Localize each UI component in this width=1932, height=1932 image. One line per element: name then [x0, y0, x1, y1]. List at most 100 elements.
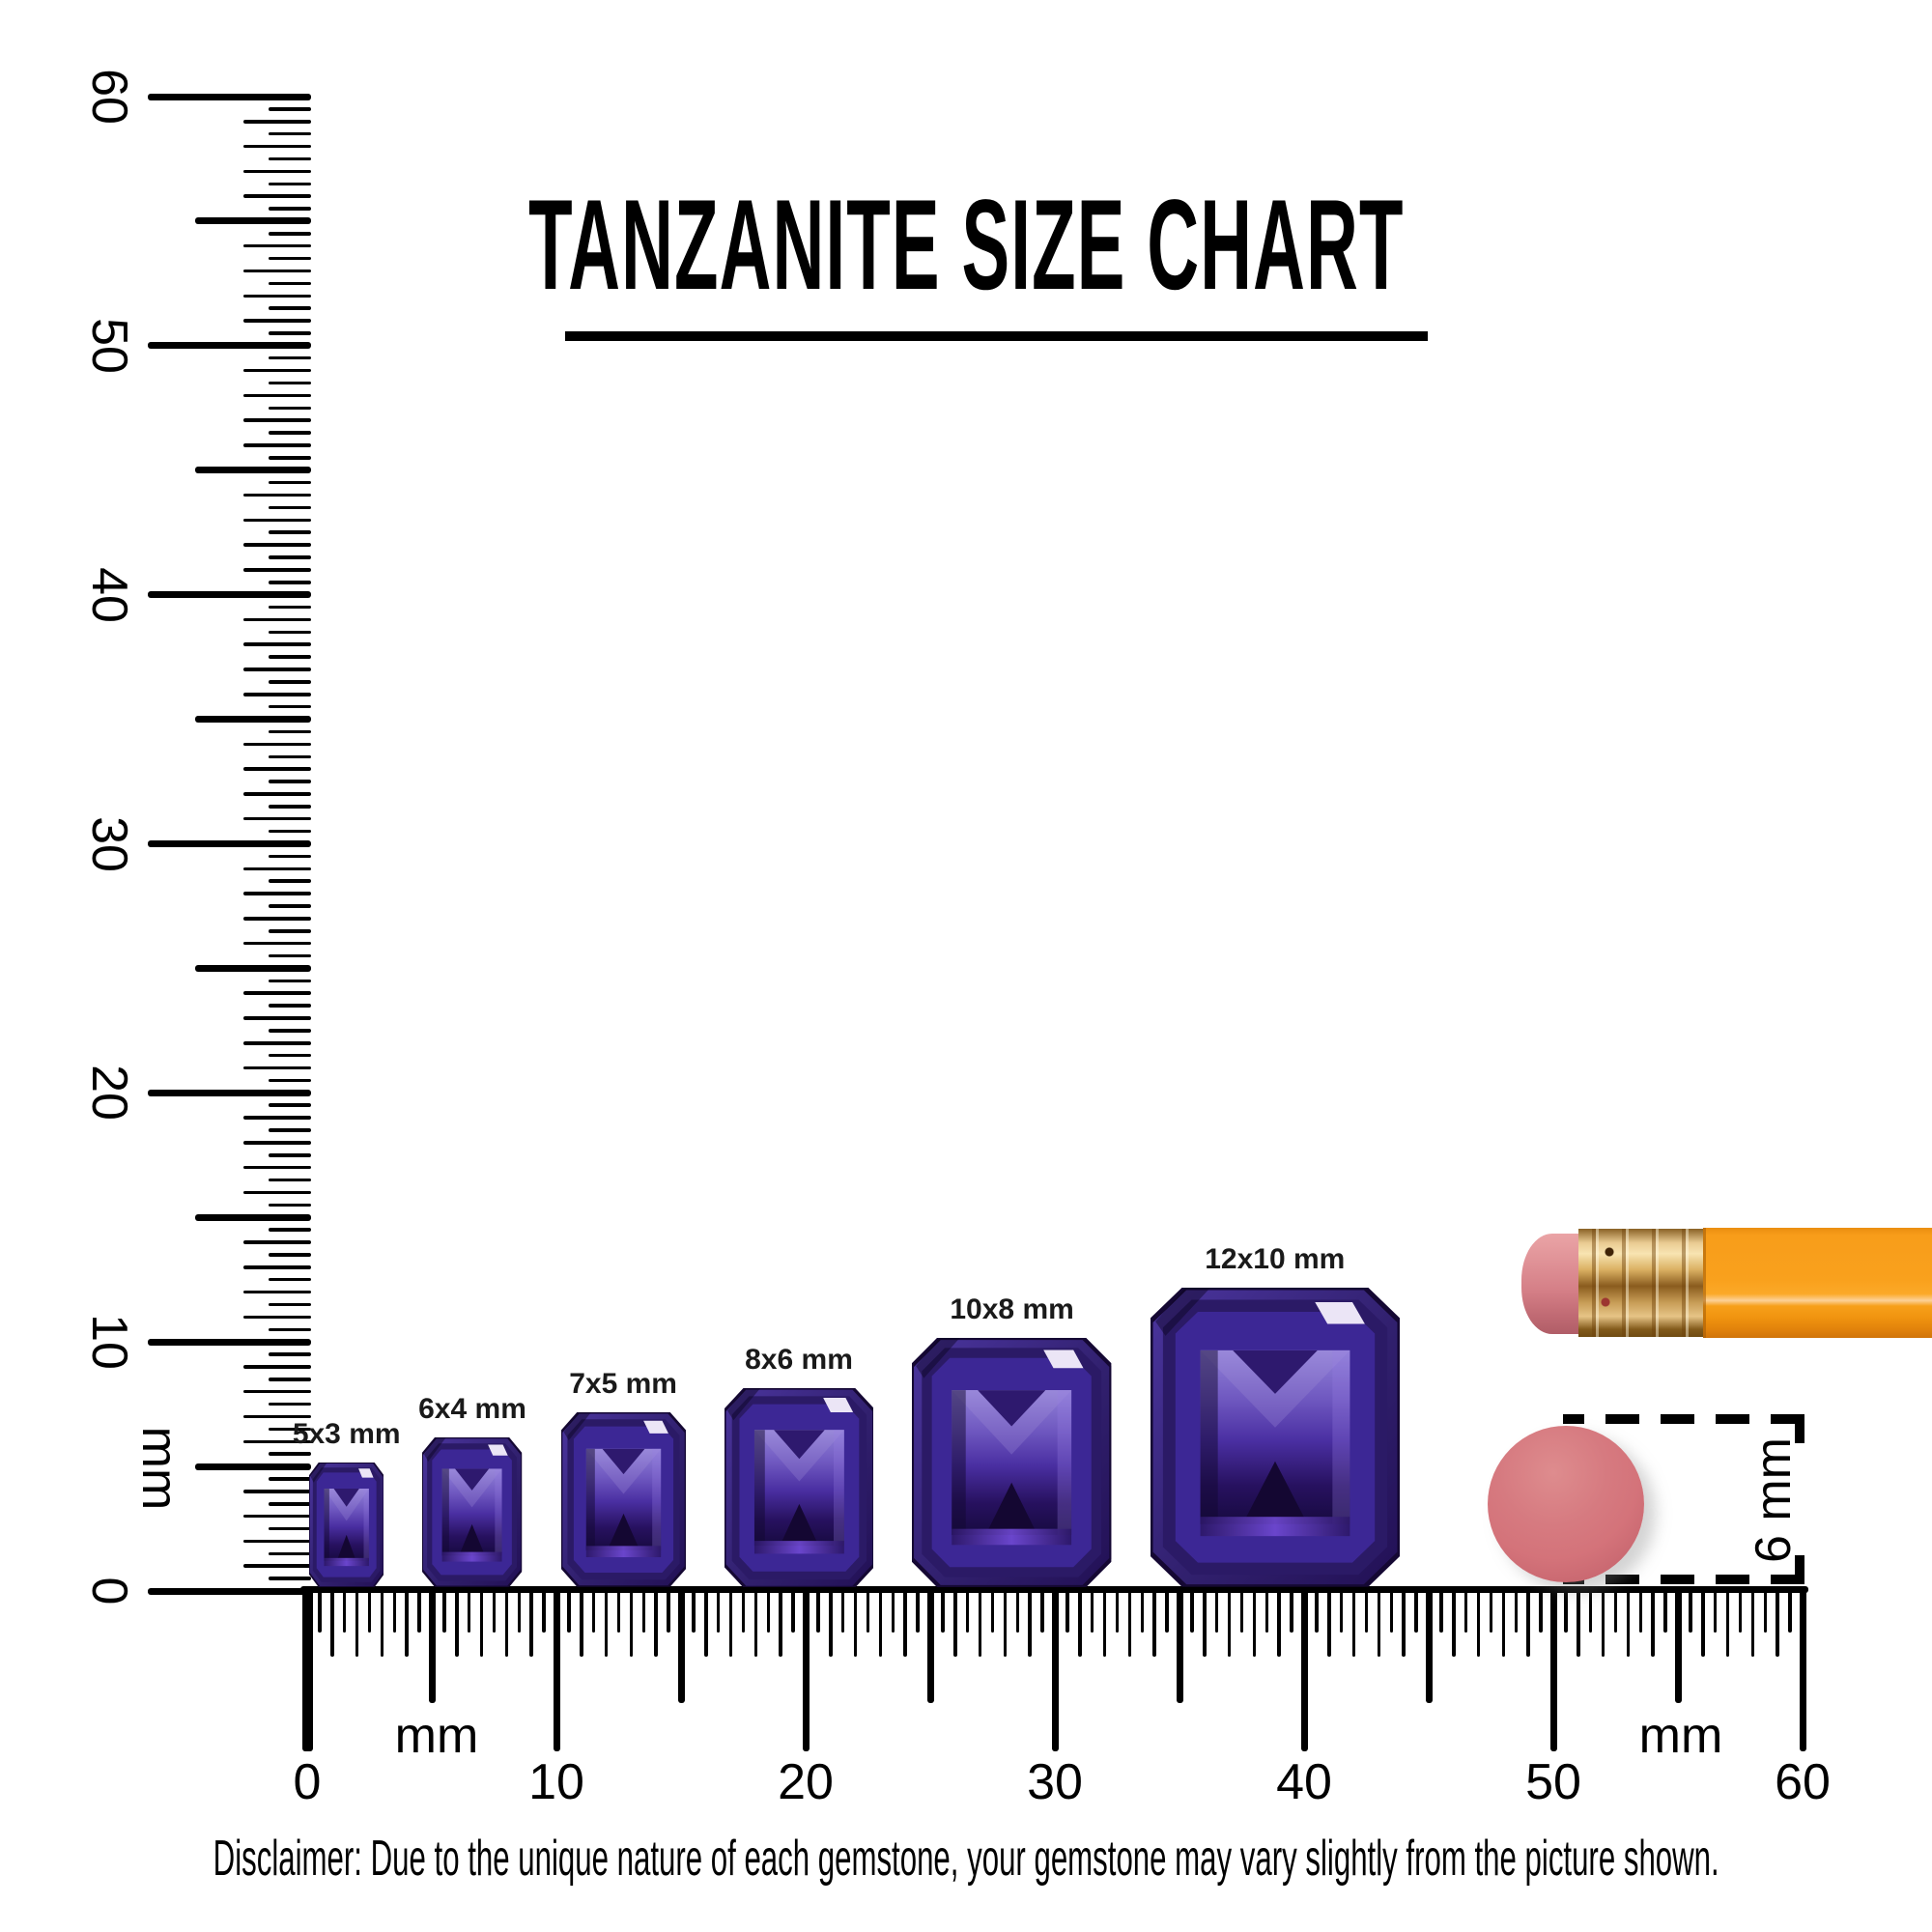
ruler-tick — [428, 1587, 436, 1703]
ruler-tick — [1564, 1587, 1568, 1633]
ruler-number: 30 — [81, 815, 137, 872]
ruler-tick — [269, 1526, 311, 1531]
gem-size-label: 8x6 mm — [745, 1343, 853, 1376]
ruler-tick — [243, 1265, 311, 1269]
ruler-tick — [269, 1477, 311, 1481]
ruler-tick — [243, 892, 311, 895]
ruler-tick — [1674, 1587, 1682, 1703]
ruler-tick — [1015, 1587, 1020, 1633]
ruler-tick — [243, 917, 311, 921]
ruler-tick — [243, 1414, 311, 1419]
ruler-tick — [269, 1004, 311, 1008]
ruler-tick — [829, 1587, 833, 1657]
ruler-tick — [1327, 1587, 1331, 1657]
ruler-tick — [269, 680, 311, 684]
ruler-tick — [243, 269, 311, 273]
ruler-tick — [891, 1587, 895, 1633]
ruler-tick — [728, 1587, 733, 1657]
ruler-tick — [318, 1587, 322, 1633]
ruler-tick — [878, 1587, 883, 1657]
gem-illustration — [724, 1388, 874, 1587]
ruler-tick — [148, 1587, 311, 1595]
ruler-tick — [269, 1053, 311, 1058]
ruler-tick — [243, 1539, 311, 1544]
ruler-tick — [1040, 1587, 1044, 1633]
ruler-number: 20 — [778, 1754, 834, 1810]
ruler-tick — [243, 767, 311, 771]
ruler-tick — [269, 953, 311, 958]
ruler-number: 10 — [528, 1754, 584, 1810]
ruler-tick — [1501, 1587, 1506, 1657]
ruler-tick — [1763, 1587, 1768, 1633]
pencil-eraser — [1521, 1234, 1585, 1334]
ruler-tick — [467, 1587, 471, 1633]
ruler-tick — [1115, 1587, 1120, 1633]
ruler-tick — [330, 1587, 334, 1657]
ruler-tick — [269, 829, 311, 834]
ruler-tick — [269, 1302, 311, 1307]
ruler-tick — [1065, 1587, 1069, 1633]
ruler-tick — [269, 306, 311, 310]
ruler-tick — [269, 530, 311, 534]
ruler-tick — [269, 1551, 311, 1556]
ruler-tick — [269, 729, 311, 734]
ruler-tick — [1176, 1587, 1183, 1703]
pencil-body — [1703, 1228, 1932, 1338]
ruler-tick — [269, 805, 311, 809]
disclaimer-text: Disclaimer: Due to the unique nature of … — [213, 1831, 1719, 1887]
ruler-tick — [866, 1587, 870, 1633]
ruler-tick — [243, 742, 311, 747]
ruler-tick — [1389, 1587, 1394, 1633]
ruler-tick — [269, 879, 311, 883]
ruler-tick — [269, 381, 311, 385]
ruler-tick — [1439, 1587, 1443, 1633]
ruler-tick — [417, 1587, 421, 1633]
ruler-tick — [1425, 1587, 1433, 1703]
ruler-tick — [269, 704, 311, 709]
ruler-tick — [269, 131, 311, 136]
ruler-tick — [269, 281, 311, 286]
gem-size-label: 7x5 mm — [569, 1368, 677, 1401]
ruler-tick — [243, 194, 311, 198]
ruler-tick — [269, 1352, 311, 1356]
ruler-tick — [1152, 1587, 1156, 1657]
ruler-tick — [840, 1587, 845, 1633]
ruler-tick — [269, 431, 311, 435]
ruler-tick — [1290, 1587, 1293, 1633]
ruler-tick — [692, 1587, 696, 1633]
ruler-tick — [1613, 1587, 1618, 1633]
ruler-tick — [243, 1490, 311, 1493]
ruler-tick — [243, 792, 311, 796]
ruler-tick — [641, 1587, 646, 1633]
ruler-tick — [941, 1587, 945, 1633]
horizontal-ruler-unit-label-right: mm — [1638, 1708, 1723, 1764]
ruler-number: 0 — [81, 1577, 137, 1605]
ruler-tick — [392, 1587, 397, 1633]
ruler-tick — [269, 1277, 311, 1282]
ruler-tick — [269, 406, 311, 411]
ruler-tick — [1214, 1587, 1219, 1633]
page-title: TANZANITE SIZE CHART — [0, 182, 1932, 310]
ruler-tick — [616, 1587, 621, 1633]
ruler-tick — [1078, 1587, 1082, 1657]
ruler-tick — [269, 1178, 311, 1182]
ruler-tick — [195, 716, 311, 724]
ruler-tick — [148, 1089, 311, 1096]
ruler-tick — [1689, 1587, 1692, 1633]
ruler-tick — [1127, 1587, 1132, 1657]
ruler-tick — [978, 1587, 982, 1657]
ruler-tick — [243, 941, 311, 946]
ruler-tick — [269, 929, 311, 933]
ruler-tick — [269, 1203, 311, 1208]
ruler-tick — [269, 555, 311, 559]
ruler-tick — [1750, 1587, 1755, 1657]
ruler-tick — [1300, 1587, 1308, 1751]
ruler-tick — [1252, 1587, 1257, 1657]
ruler-tick — [1588, 1587, 1593, 1633]
ruler-tick — [243, 1389, 311, 1394]
ruler-tick — [604, 1587, 609, 1657]
dimension-label: 6 mm — [1746, 1437, 1802, 1563]
ruler-tick — [916, 1587, 920, 1633]
ruler-tick — [148, 1338, 311, 1346]
ruler-tick — [1539, 1587, 1543, 1633]
